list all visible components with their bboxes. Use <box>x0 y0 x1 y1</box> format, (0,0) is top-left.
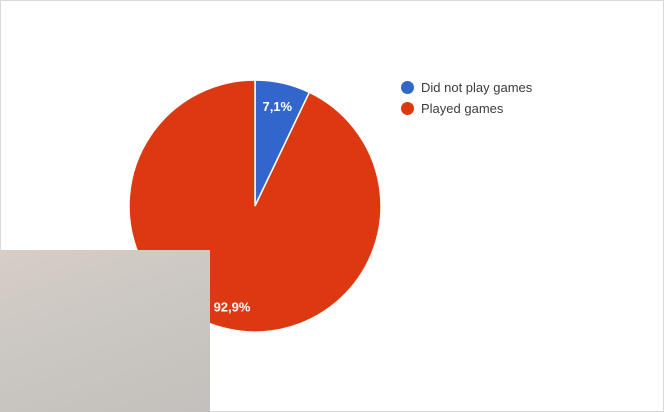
pie-label-0: 7,1% <box>262 99 292 114</box>
legend-label-played: Played games <box>421 101 504 116</box>
legend-item-played[interactable]: Played games <box>401 98 532 119</box>
legend-item-did-not-play[interactable]: Did not play games <box>401 77 532 98</box>
chart-legend: Did not play games Played games <box>401 77 532 119</box>
blurred-photo-overlay <box>0 250 210 412</box>
legend-label-did-not-play: Did not play games <box>421 80 533 95</box>
legend-swatch-did-not-play <box>401 81 414 94</box>
legend-swatch-played <box>401 102 414 115</box>
pie-label-1: 92,9% <box>214 299 251 314</box>
